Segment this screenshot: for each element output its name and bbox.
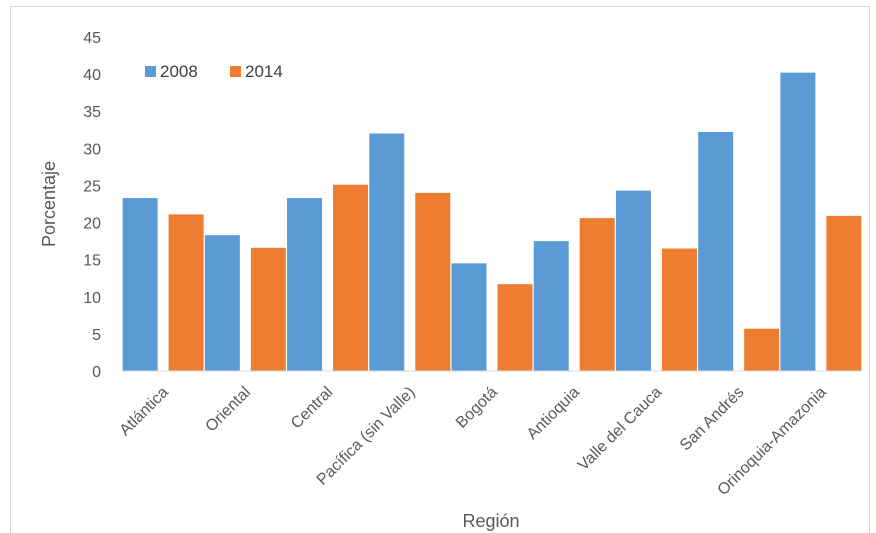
- bar-2014-9: [826, 215, 862, 371]
- x-tick-label: Oriental: [203, 384, 255, 436]
- legend-label-2014: 2014: [245, 62, 283, 81]
- y-tick-label: 35: [83, 104, 101, 121]
- legend-swatch-2008: [145, 66, 156, 77]
- y-tick-label: 0: [92, 364, 101, 381]
- y-tick-label: 30: [83, 141, 101, 158]
- legend-swatch-2014: [230, 66, 241, 77]
- bar-2014-5: [497, 284, 533, 371]
- x-axis-title: Región: [462, 511, 519, 531]
- y-tick-label: 40: [83, 67, 101, 84]
- bar-2008-8: [698, 132, 734, 371]
- x-tick-label: Central: [288, 384, 336, 432]
- bar-2008-5: [451, 263, 487, 371]
- bar-2008-7: [615, 190, 651, 371]
- y-tick-label: 25: [83, 178, 101, 195]
- legend-label-2008: 2008: [160, 62, 198, 81]
- y-tick-label: 5: [92, 327, 101, 344]
- y-tick-label: 15: [83, 253, 101, 270]
- bar-2008-9: [780, 72, 816, 372]
- x-tick-label: Antioquia: [524, 384, 583, 443]
- y-axis-title: Porcentaje: [39, 161, 59, 247]
- bar-2008-6: [533, 241, 569, 371]
- y-tick-label: 10: [83, 290, 101, 307]
- bar-2014-2: [250, 247, 286, 371]
- bar-2008-2: [204, 235, 240, 371]
- y-axis-ticks: 0 5 10 15 20 25 30 35 40 45: [83, 30, 101, 381]
- bar-2008-3: [287, 198, 323, 371]
- x-tick-label: Bogotá: [453, 384, 501, 432]
- bar-2014-7: [661, 248, 697, 371]
- x-tick-label: Valle del Cauca: [575, 384, 665, 474]
- x-tick-label: San Andrés: [677, 384, 748, 455]
- bar-2014-1: [168, 214, 204, 371]
- x-tick-label: Atlántica: [117, 384, 172, 439]
- bar-2014-3: [333, 184, 369, 371]
- bar-2008-1: [122, 198, 158, 371]
- chart-frame: [10, 6, 870, 533]
- bar-2014-6: [579, 218, 615, 371]
- y-tick-label: 20: [83, 216, 101, 233]
- bar-2008-4: [369, 133, 405, 371]
- bars-group: [122, 72, 862, 372]
- bar-2014-8: [744, 328, 780, 371]
- legend: 2008 2014: [145, 62, 283, 81]
- bar-2014-4: [415, 192, 451, 371]
- y-tick-label: 45: [83, 30, 101, 47]
